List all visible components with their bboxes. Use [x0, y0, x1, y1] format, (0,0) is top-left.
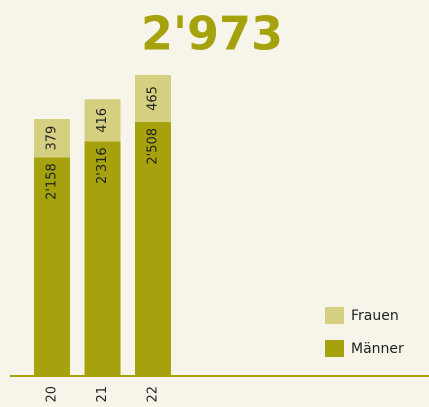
x-tick-label: 22: [146, 386, 161, 403]
chart-title: 2'973: [141, 7, 283, 61]
value-label: 2'508: [146, 128, 161, 165]
legend-label: Frauen: [351, 308, 399, 324]
legend-label: Männer: [351, 341, 404, 357]
value-label: 379: [45, 126, 60, 151]
bar-segment: [84, 99, 121, 142]
x-tick-label: 20: [45, 386, 60, 403]
x-tick-label: 21: [95, 386, 110, 403]
value-label: 416: [95, 108, 110, 133]
value-label: 2'158: [45, 163, 60, 200]
legend-swatch: [325, 340, 344, 357]
bar-segment: [135, 75, 171, 122]
bar-segment: [84, 141, 121, 375]
value-label: 465: [146, 86, 161, 111]
legend-swatch: [325, 307, 344, 324]
bar-segment: [34, 118, 70, 158]
value-label: 2'316: [95, 147, 110, 184]
bar-segment: [34, 157, 70, 375]
bar-segment: [135, 121, 171, 375]
